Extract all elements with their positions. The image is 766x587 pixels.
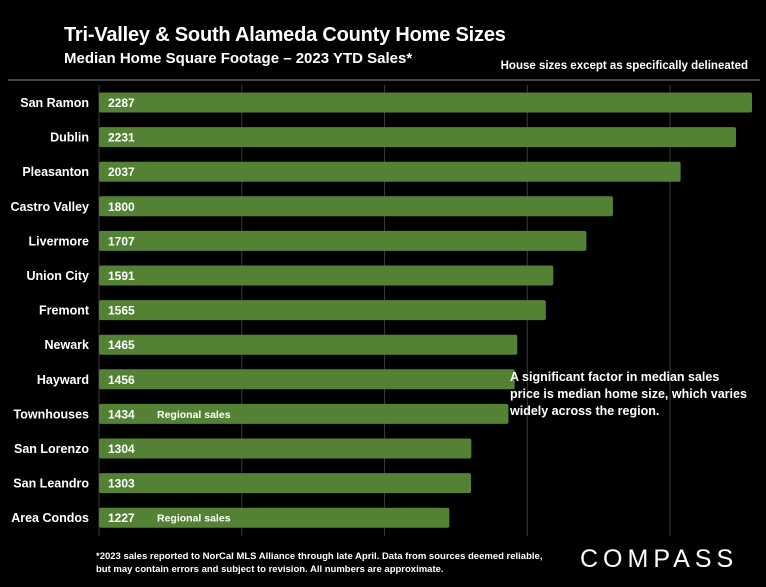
category-label: San Ramon bbox=[20, 96, 89, 110]
value-label: 1565 bbox=[108, 304, 135, 318]
compass-logo: COMPASS bbox=[580, 545, 739, 573]
bar bbox=[99, 161, 681, 182]
category-label: Fremont bbox=[39, 304, 90, 318]
category-label: Hayward bbox=[37, 373, 89, 387]
value-label: 1465 bbox=[108, 338, 135, 352]
bar bbox=[99, 196, 613, 217]
bar bbox=[99, 230, 587, 251]
category-label: Area Condos bbox=[11, 511, 89, 525]
bar-notes: Regional sales Regional sales bbox=[157, 409, 231, 525]
value-label: 2287 bbox=[108, 96, 135, 110]
bars bbox=[99, 92, 752, 528]
bar bbox=[99, 92, 752, 113]
annotation-text: A significant factor in median sales pri… bbox=[510, 370, 747, 418]
category-labels: San Ramon Dublin Pleasanton Castro Valley Li… bbox=[10, 96, 89, 525]
chart-subtitle: Median Home Square Footage – 2023 YTD Sa… bbox=[64, 50, 413, 67]
bar bbox=[99, 403, 509, 424]
value-label: 1800 bbox=[108, 200, 135, 214]
value-label: 1456 bbox=[108, 373, 135, 387]
value-label: 1303 bbox=[108, 477, 135, 491]
value-label: 1707 bbox=[108, 234, 135, 248]
category-label: Livermore bbox=[29, 234, 89, 248]
bar bbox=[99, 265, 554, 286]
value-label: 2037 bbox=[108, 165, 135, 179]
value-label: 1304 bbox=[108, 442, 135, 456]
value-labels: 2287 2231 2037 1800 1707 1591 1565 1465 1456 1434… bbox=[108, 96, 135, 525]
bar bbox=[99, 438, 472, 459]
chart-note: House sizes except as specifically delin… bbox=[500, 60, 748, 72]
category-label: Union City bbox=[27, 269, 90, 283]
category-label: Dublin bbox=[50, 131, 89, 145]
category-label: San Leandro bbox=[13, 477, 89, 491]
value-label: 1227 bbox=[108, 511, 135, 525]
category-label: Castro Valley bbox=[10, 200, 89, 214]
bar bbox=[99, 473, 472, 494]
bar bbox=[99, 369, 515, 390]
bar-note: Regional sales bbox=[157, 409, 231, 421]
bar bbox=[99, 507, 450, 528]
bar bbox=[99, 334, 518, 355]
bar bbox=[99, 300, 546, 321]
value-label: 1434 bbox=[108, 407, 135, 421]
category-label: Newark bbox=[45, 338, 90, 352]
footnote: *2023 sales reported to NorCal MLS Allia… bbox=[96, 551, 543, 575]
chart-title: Tri-Valley & South Alameda County Home S… bbox=[64, 24, 506, 46]
bar-note: Regional sales bbox=[157, 513, 231, 525]
category-label: Pleasanton bbox=[22, 165, 89, 179]
category-label: Townhouses bbox=[14, 407, 90, 421]
value-label: 1591 bbox=[108, 269, 135, 283]
bar bbox=[99, 127, 737, 148]
category-label: San Lorenzo bbox=[14, 442, 89, 456]
value-label: 2231 bbox=[108, 131, 135, 145]
